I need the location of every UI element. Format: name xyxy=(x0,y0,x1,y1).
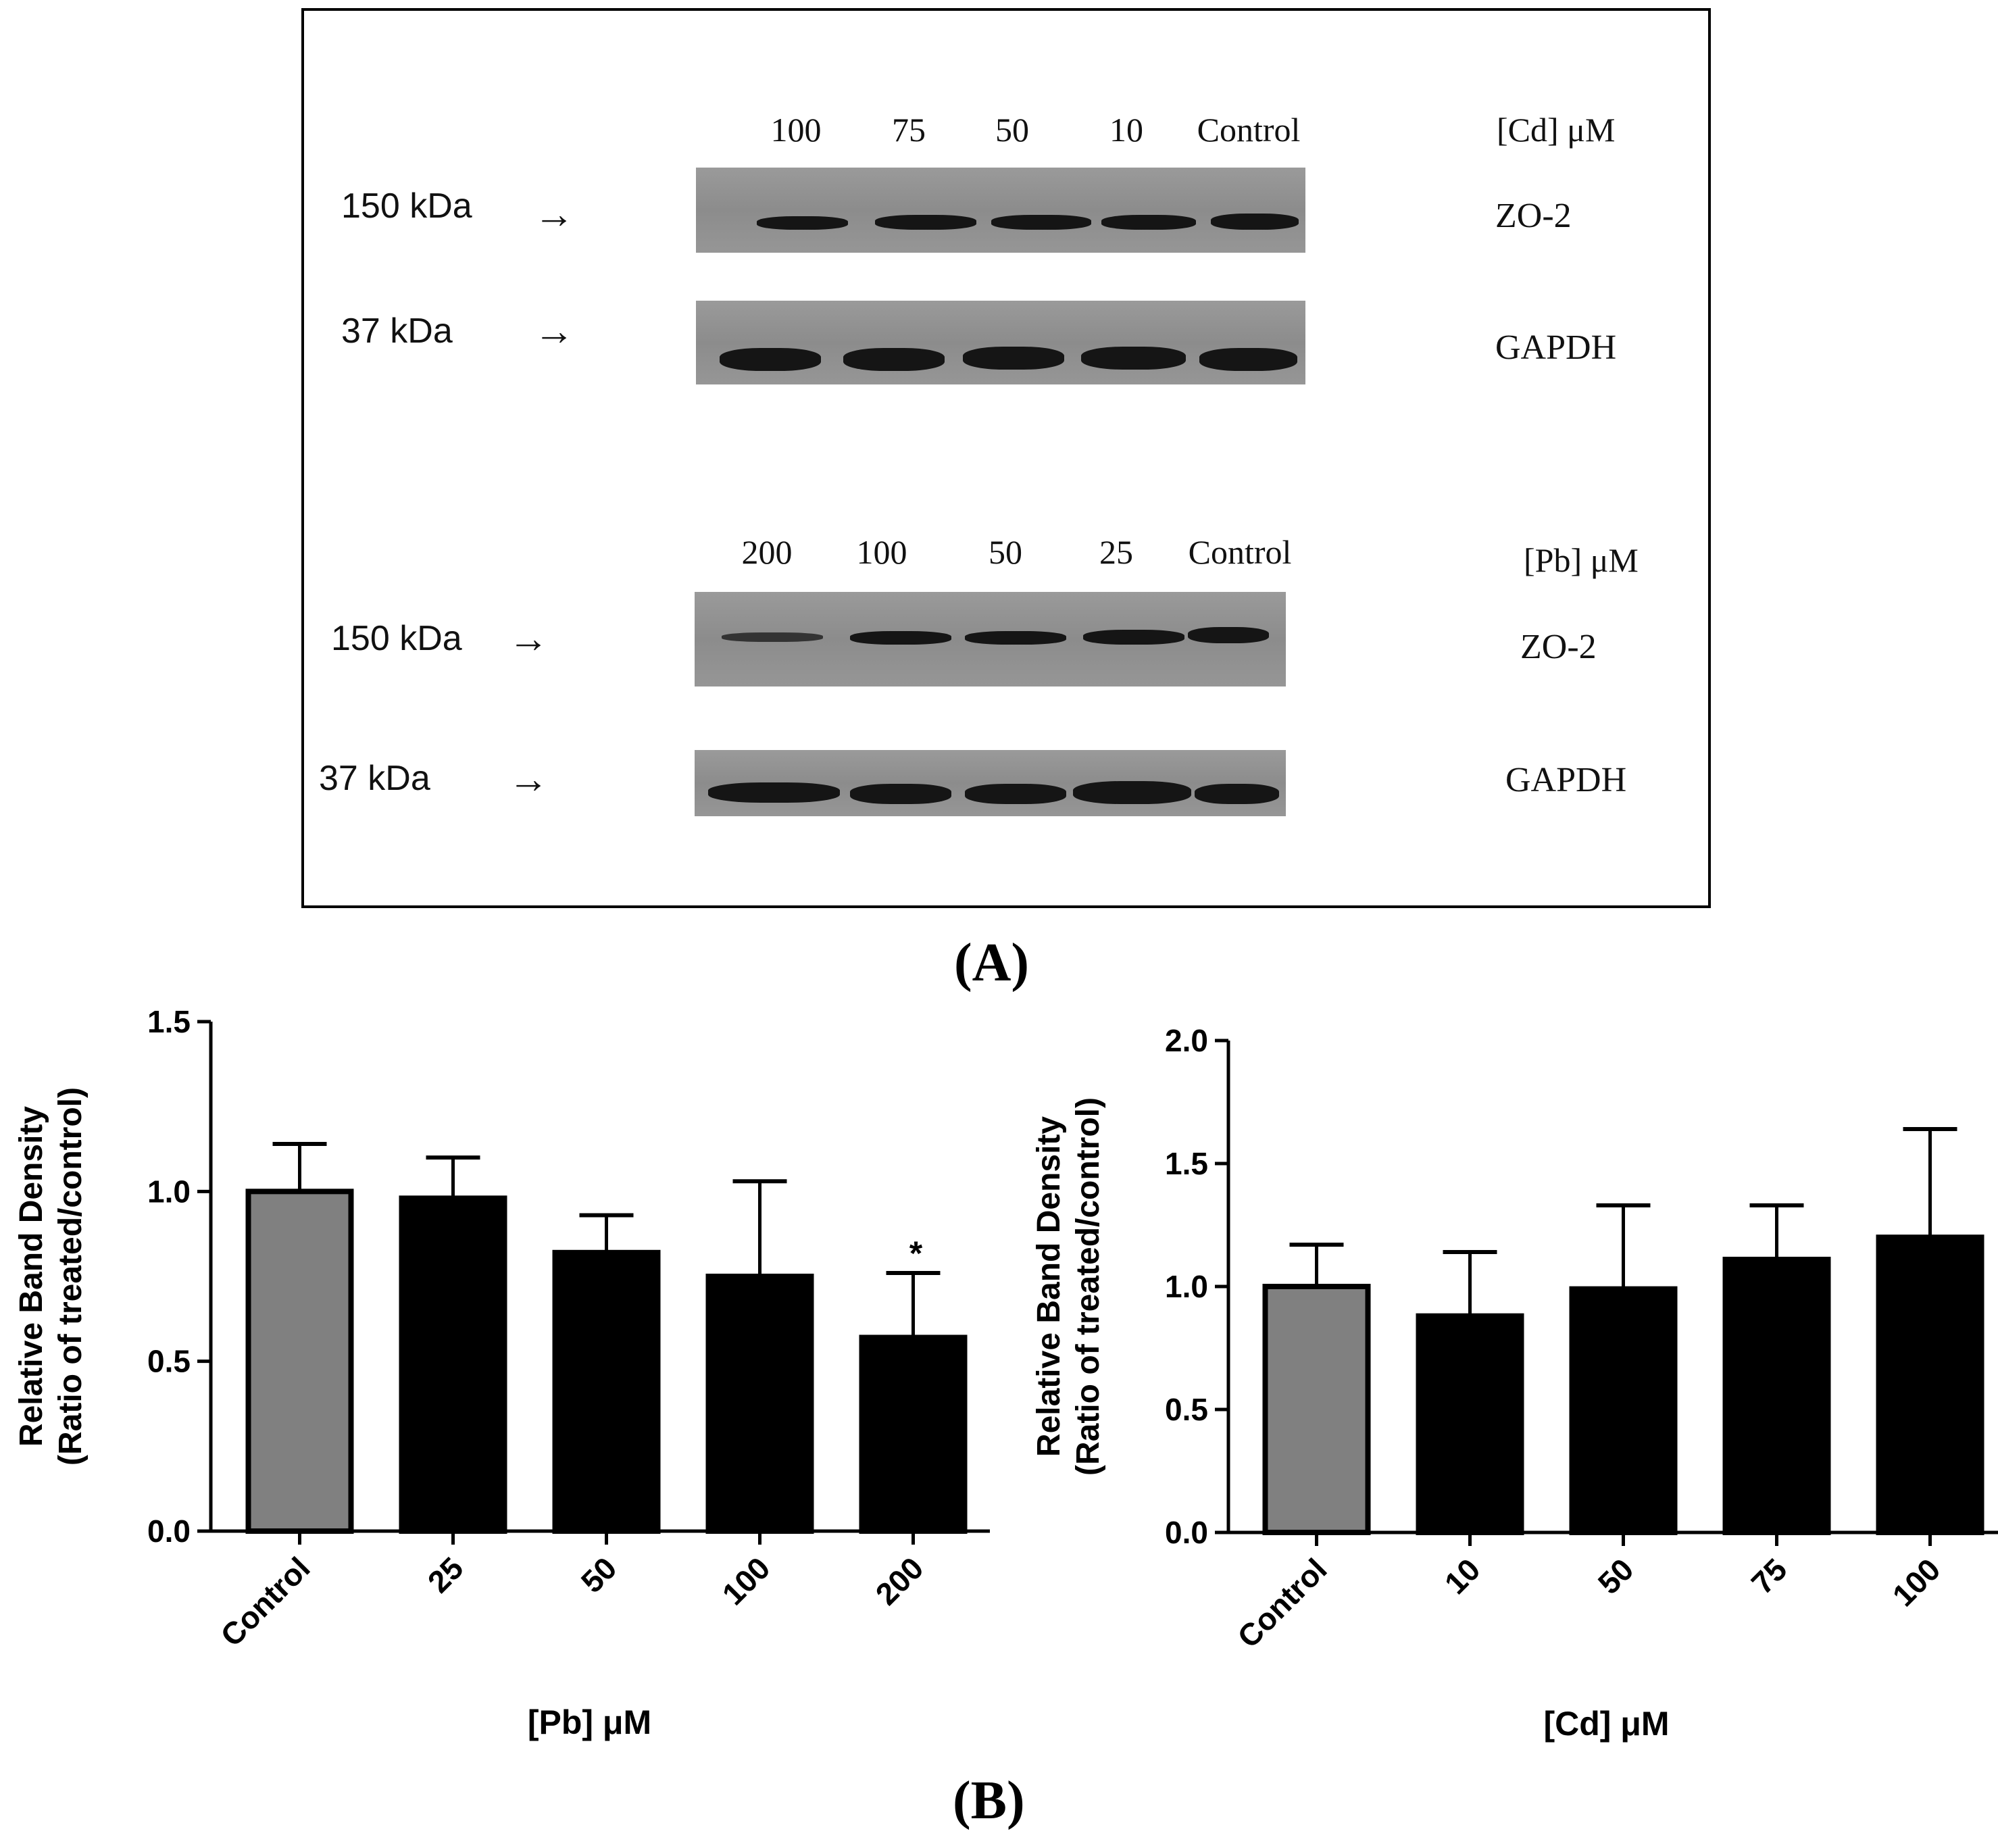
y-tick-label: 0.0 xyxy=(1165,1515,1208,1550)
cd-zo2-blot xyxy=(696,168,1305,253)
blot-band xyxy=(1073,781,1191,804)
x-tick-label: 100 xyxy=(716,1550,777,1612)
blot-band xyxy=(963,347,1064,370)
pb-gapdh-marker: 37 kDa xyxy=(319,759,430,798)
bar xyxy=(859,1334,968,1534)
cd-condition-label: [Cd] μM xyxy=(1497,111,1616,149)
bar xyxy=(1722,1256,1831,1535)
arrow-icon: → xyxy=(508,616,549,661)
arrow-icon: → xyxy=(534,191,574,236)
blot-band xyxy=(965,784,1066,804)
pb-lane-label: 25 xyxy=(1099,533,1133,571)
blot-band xyxy=(708,782,840,803)
cd-lane-label: 100 xyxy=(770,111,822,149)
cd-gapdh-marker: 37 kDa xyxy=(341,311,453,351)
x-tick-label: 100 xyxy=(1886,1551,1947,1613)
pb-zo2-marker: 150 kDa xyxy=(331,619,462,658)
x-axis-label: [Cd] μM xyxy=(1543,1705,1669,1743)
blot-band xyxy=(1081,347,1186,370)
pb-bar-chart: 0.0 0.5 1.0 1.5 Relative Band Density (Ratio … xyxy=(14,1004,990,1741)
pb-condition-label: [Pb] μM xyxy=(1524,541,1639,579)
panel-b-label: (B) xyxy=(953,1771,1025,1830)
pb-gapdh-protein: GAPDH xyxy=(1505,761,1627,799)
blot-band xyxy=(722,632,823,642)
y-tick-label: 1.0 xyxy=(1165,1269,1208,1304)
blot-band xyxy=(1199,348,1297,371)
x-tick-label: 75 xyxy=(1745,1551,1794,1601)
arrow-icon: → xyxy=(508,756,549,801)
pb-lane-label: Control xyxy=(1188,533,1292,571)
y-axis-label: (Ratio of treated/control) xyxy=(1070,1097,1106,1476)
y-axis-label: (Ratio of treated/control) xyxy=(53,1087,89,1466)
pb-zo2-protein: ZO-2 xyxy=(1520,628,1597,666)
pb-lane-label: 100 xyxy=(856,533,907,571)
y-tick-label: 1.5 xyxy=(1165,1146,1208,1181)
bar xyxy=(552,1249,661,1534)
x-tick-label: 25 xyxy=(421,1550,470,1599)
cd-lane-label: Control xyxy=(1197,111,1301,149)
cd-lane-label: 10 xyxy=(1109,111,1143,149)
y-tick-label: 0.0 xyxy=(147,1514,191,1549)
blot-band xyxy=(875,215,976,230)
y-tick-label: 0.5 xyxy=(1165,1392,1208,1427)
bar xyxy=(705,1274,814,1534)
blot-band xyxy=(1188,627,1269,643)
cd-bar-chart: 0.0 0.5 1.0 1.5 2.0 Relative Band Density (Rat… xyxy=(1031,1023,1998,1743)
x-tick-label: 50 xyxy=(1591,1551,1641,1601)
blot-band xyxy=(1195,784,1279,804)
y-axis-label: Relative Band Density xyxy=(14,1106,49,1447)
blot-band xyxy=(757,216,848,230)
y-axis-label: Relative Band Density xyxy=(1031,1116,1067,1457)
pb-lane-label: 200 xyxy=(741,533,793,571)
bar xyxy=(1876,1234,1984,1535)
blot-band xyxy=(850,631,951,645)
bar xyxy=(1569,1286,1678,1535)
blot-band xyxy=(720,348,821,371)
blot-band xyxy=(843,348,945,371)
y-tick-label: 2.0 xyxy=(1165,1023,1208,1058)
pb-zo2-blot xyxy=(695,592,1286,686)
blot-band xyxy=(991,215,1091,230)
cd-lane-label: 75 xyxy=(892,111,926,149)
blot-band xyxy=(965,631,1066,645)
western-blot-panel xyxy=(301,8,1711,908)
significance-marker: * xyxy=(909,1234,923,1272)
x-tick-label: Control xyxy=(214,1550,316,1653)
cd-lane-label: 50 xyxy=(995,111,1029,149)
x-tick-label: Control xyxy=(1230,1551,1333,1654)
blot-band xyxy=(850,784,951,804)
x-axis-label: [Pb] μM xyxy=(528,1703,651,1741)
blot-band xyxy=(1101,215,1196,230)
pb-gapdh-blot xyxy=(695,750,1286,816)
cd-zo2-marker: 150 kDa xyxy=(341,186,472,226)
blot-band xyxy=(1083,630,1184,645)
y-tick-label: 1.5 xyxy=(147,1004,191,1039)
y-tick-label: 0.5 xyxy=(147,1344,191,1379)
x-tick-label: 50 xyxy=(574,1550,624,1599)
x-tick-label: 200 xyxy=(869,1550,930,1612)
cd-gapdh-blot xyxy=(696,301,1305,384)
pb-lane-label: 50 xyxy=(989,533,1022,571)
bar xyxy=(1262,1284,1371,1535)
y-tick-label: 1.0 xyxy=(147,1174,191,1209)
x-tick-label: 10 xyxy=(1438,1551,1487,1601)
bar xyxy=(245,1189,354,1534)
cd-gapdh-protein: GAPDH xyxy=(1495,328,1617,367)
cd-zo2-protein: ZO-2 xyxy=(1495,197,1572,235)
bar xyxy=(1416,1313,1524,1535)
blot-band xyxy=(1211,214,1299,230)
panel-a-label: (A) xyxy=(954,933,1030,993)
arrow-icon: → xyxy=(534,308,574,353)
bar xyxy=(399,1195,507,1534)
